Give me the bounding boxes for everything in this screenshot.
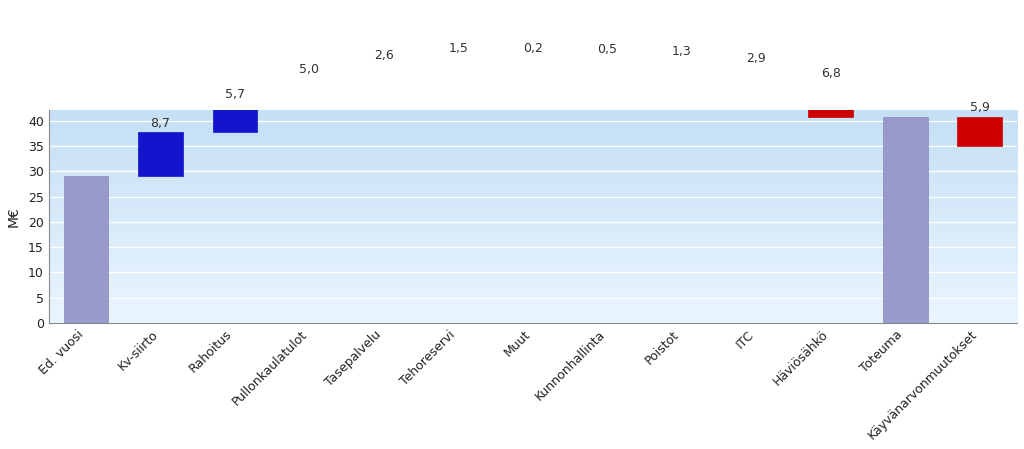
Text: 0,5: 0,5: [597, 43, 617, 56]
Text: 8,7: 8,7: [151, 117, 170, 130]
Bar: [436, 57, 480, 65]
Text: 6,8: 6,8: [821, 66, 841, 79]
Text: 5,9: 5,9: [970, 101, 990, 114]
Text: 0,2: 0,2: [523, 42, 543, 55]
Text: 5,7: 5,7: [225, 88, 245, 101]
Bar: [809, 82, 853, 117]
Bar: [957, 117, 1002, 146]
Y-axis label: M€: M€: [7, 207, 20, 227]
Bar: [361, 65, 407, 78]
Text: 1,5: 1,5: [449, 42, 468, 55]
Bar: [287, 78, 332, 103]
Text: 1,3: 1,3: [672, 45, 691, 58]
Bar: [883, 117, 928, 323]
Text: 2,9: 2,9: [746, 52, 766, 65]
Text: 5,0: 5,0: [299, 62, 319, 75]
Bar: [138, 132, 182, 176]
Bar: [659, 61, 705, 67]
Bar: [63, 176, 109, 323]
Bar: [734, 67, 778, 82]
Bar: [213, 103, 257, 132]
Text: 2,6: 2,6: [374, 49, 393, 62]
